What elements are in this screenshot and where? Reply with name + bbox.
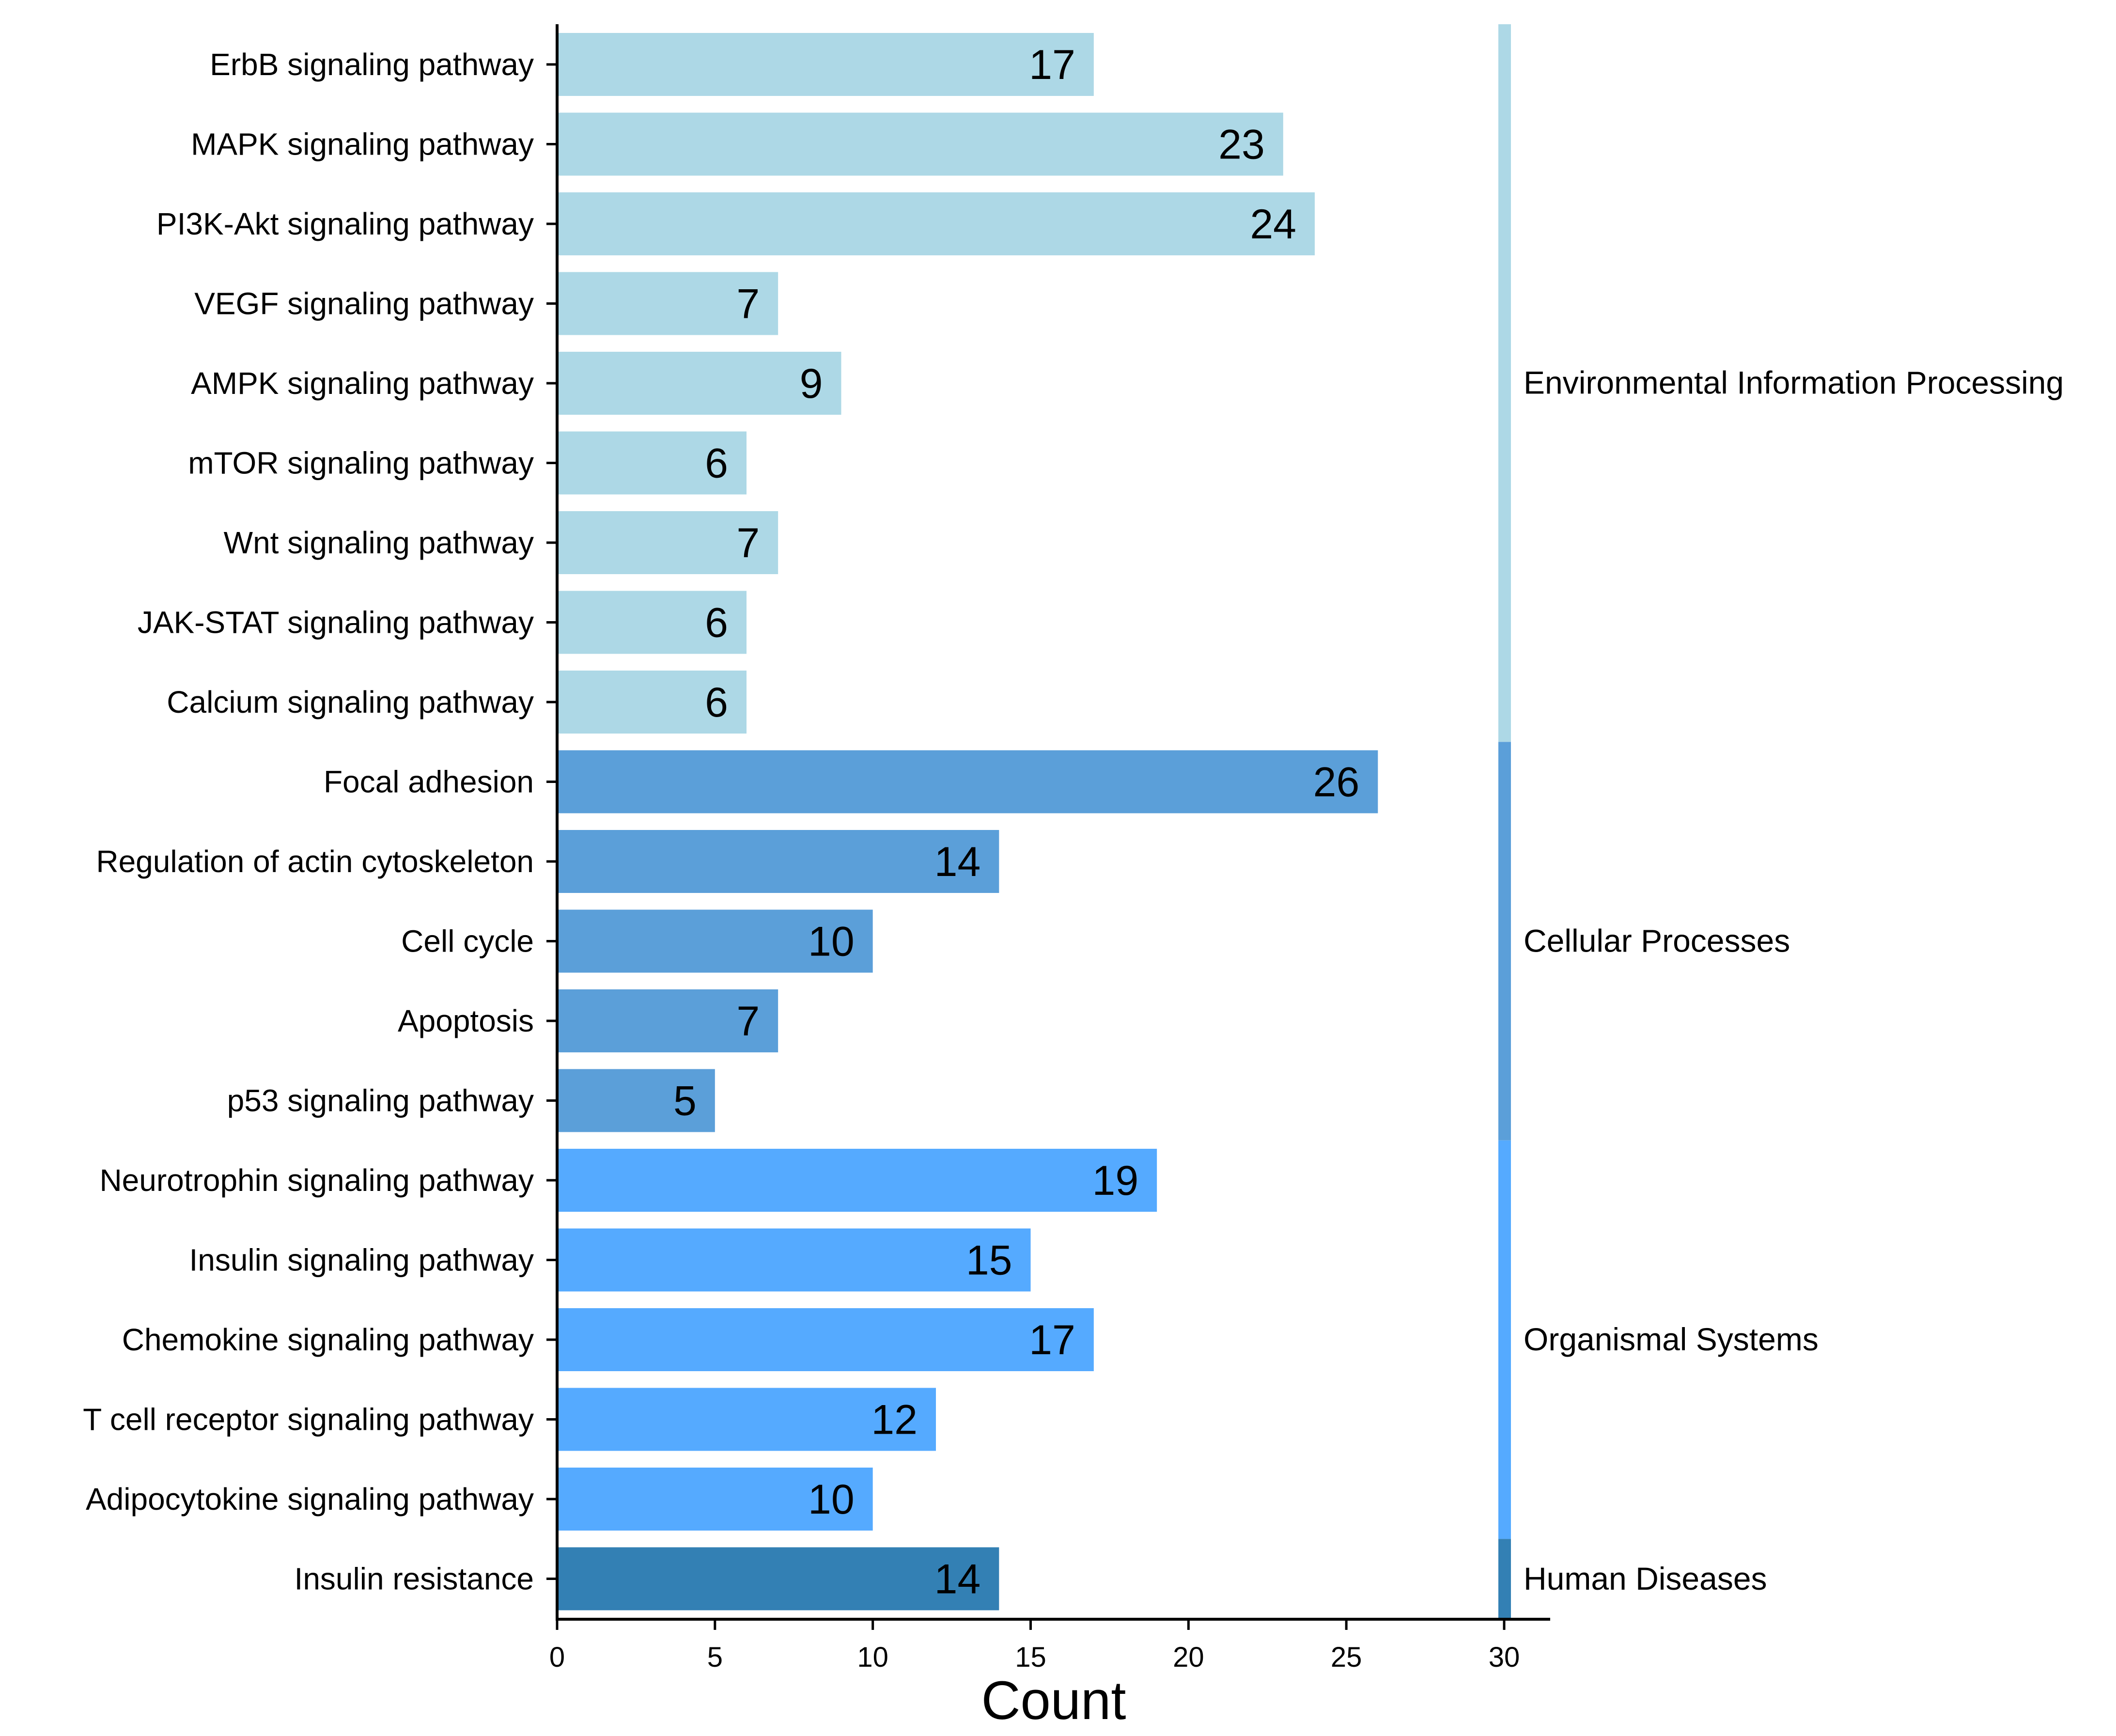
- y-tick-label-15: Insulin signaling pathway: [189, 1243, 534, 1278]
- group-label-3: Human Diseases: [1524, 1561, 1767, 1596]
- x-tick-label-4: 20: [1173, 1642, 1204, 1673]
- y-tick-label-10: Regulation of actin cytoskeleton: [96, 844, 534, 879]
- bar-value-label-11: 10: [808, 919, 855, 965]
- group-strip-1: [1498, 742, 1511, 1141]
- x-tick-label-1: 5: [707, 1642, 723, 1673]
- y-tick-label-4: AMPK signaling pathway: [191, 366, 534, 401]
- bar-3: [557, 272, 778, 335]
- group-label-2: Organismal Systems: [1524, 1321, 1819, 1357]
- bar-18: [557, 1468, 873, 1531]
- bar-value-label-12: 7: [736, 998, 760, 1045]
- y-tick-label-11: Cell cycle: [401, 924, 534, 959]
- y-tick-label-7: JAK-STAT signaling pathway: [138, 605, 534, 640]
- group-label-0: Environmental Information Processing: [1524, 365, 2064, 401]
- bar-value-label-9: 26: [1313, 759, 1360, 806]
- y-tick-label-14: Neurotrophin signaling pathway: [99, 1163, 534, 1198]
- group-strip-0: [1498, 24, 1511, 742]
- bar-13: [557, 1069, 715, 1132]
- bar-2: [557, 192, 1315, 255]
- y-tick-label-19: Insulin resistance: [295, 1562, 534, 1596]
- bar-value-label-3: 7: [736, 281, 760, 328]
- bar-5: [557, 431, 747, 495]
- y-tick-label-9: Focal adhesion: [324, 765, 534, 799]
- y-tick-label-18: Adipocytokine signaling pathway: [86, 1482, 534, 1517]
- bar-17: [557, 1388, 936, 1451]
- bar-value-label-14: 19: [1092, 1157, 1138, 1204]
- bar-11: [557, 909, 873, 973]
- bar-value-label-16: 17: [1029, 1317, 1075, 1363]
- group-label-1: Cellular Processes: [1524, 923, 1790, 959]
- bar-9: [557, 750, 1378, 813]
- group-strip-2: [1498, 1140, 1511, 1539]
- bar-value-label-8: 6: [705, 679, 728, 726]
- group-strip-3: [1498, 1539, 1511, 1619]
- x-axis-title: Count: [981, 1670, 1126, 1731]
- x-tick-label-2: 10: [857, 1642, 888, 1673]
- y-tick-label-5: mTOR signaling pathway: [188, 446, 534, 481]
- bar-8: [557, 671, 747, 734]
- bar-4: [557, 352, 841, 415]
- axes-layer: ErbB signaling pathway MAPK signaling pat…: [83, 24, 1550, 1731]
- bar-value-label-2: 24: [1250, 201, 1296, 248]
- x-tick-label-0: 0: [549, 1642, 565, 1673]
- bar-value-label-18: 10: [808, 1476, 855, 1523]
- y-tick-label-17: T cell receptor signaling pathway: [83, 1402, 534, 1437]
- bar-12: [557, 989, 778, 1052]
- bar-19: [557, 1547, 999, 1611]
- y-tick-label-8: Calcium signaling pathway: [167, 685, 534, 719]
- bar-10: [557, 830, 999, 893]
- x-tick-label-6: 30: [1489, 1642, 1520, 1673]
- bar-value-label-15: 15: [966, 1237, 1012, 1284]
- x-tick-label-5: 25: [1331, 1642, 1362, 1673]
- bar-14: [557, 1149, 1157, 1212]
- bar-6: [557, 511, 778, 574]
- y-tick-label-3: VEGF signaling pathway: [194, 286, 534, 321]
- bar-value-label-7: 6: [705, 600, 728, 646]
- y-tick-label-12: Apoptosis: [398, 1003, 534, 1038]
- bar-value-label-10: 14: [934, 839, 981, 885]
- y-tick-label-13: p53 signaling pathway: [227, 1083, 534, 1118]
- category-group-layer: Environmental Information Processing Cell…: [1498, 24, 2064, 1619]
- bar-value-label-17: 12: [871, 1397, 918, 1443]
- bar-value-label-4: 9: [800, 360, 823, 407]
- bar-value-label-1: 23: [1218, 122, 1265, 168]
- bar-1: [557, 112, 1283, 176]
- bar-value-label-0: 17: [1029, 42, 1075, 88]
- bar-16: [557, 1308, 1094, 1371]
- bar-15: [557, 1228, 1031, 1292]
- bar-7: [557, 591, 747, 654]
- bar-value-label-19: 14: [934, 1556, 981, 1603]
- y-tick-label-0: ErbB signaling pathway: [210, 47, 534, 82]
- bar-value-label-13: 5: [673, 1078, 697, 1125]
- bar-0: [557, 33, 1094, 96]
- bar-value-label-6: 7: [736, 520, 760, 566]
- y-tick-label-6: Wnt signaling pathway: [224, 525, 534, 560]
- y-tick-label-16: Chemokine signaling pathway: [122, 1322, 534, 1357]
- bar-value-label-5: 6: [705, 440, 728, 487]
- x-tick-label-3: 15: [1015, 1642, 1046, 1673]
- y-tick-label-2: PI3K-Akt signaling pathway: [156, 206, 534, 241]
- y-tick-label-1: MAPK signaling pathway: [191, 127, 534, 162]
